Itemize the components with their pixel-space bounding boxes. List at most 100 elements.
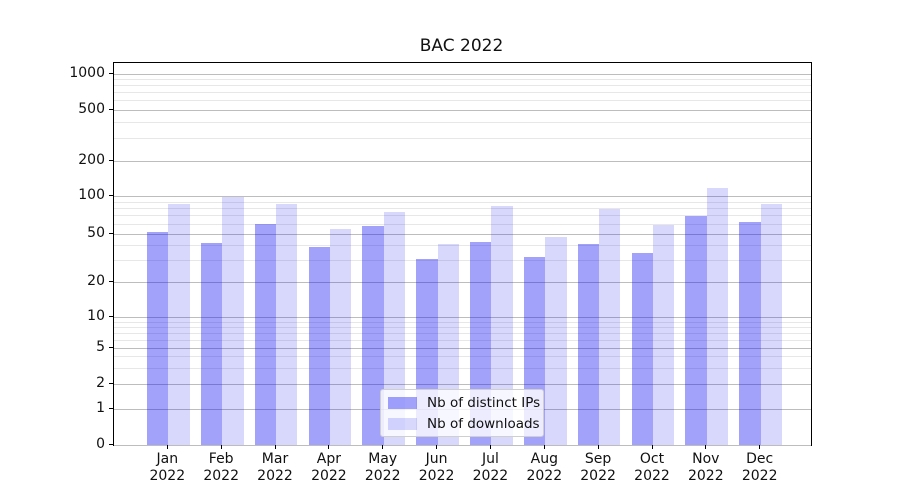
x-tick-month: May bbox=[368, 451, 398, 467]
y-tick-label: 500 bbox=[78, 101, 105, 117]
bar-downloads bbox=[545, 237, 567, 446]
minor-gridline bbox=[114, 201, 811, 203]
major-gridline bbox=[114, 383, 811, 385]
x-tick-label: Jul 2022 bbox=[460, 451, 520, 485]
minor-gridline bbox=[114, 321, 811, 323]
bar-distinct-ips bbox=[200, 243, 223, 446]
x-tick-mark bbox=[597, 445, 599, 449]
minor-gridline bbox=[114, 100, 811, 102]
major-gridline bbox=[114, 110, 811, 111]
x-tick-month: Mar bbox=[261, 451, 289, 467]
x-tick-month: Nov bbox=[692, 451, 720, 467]
y-tick-label: 2 bbox=[96, 374, 105, 391]
bar-downloads bbox=[168, 204, 190, 446]
x-tick-label: Nov 2022 bbox=[676, 451, 736, 485]
x-tick-mark bbox=[220, 445, 222, 449]
x-tick-label: Aug 2022 bbox=[514, 451, 574, 485]
x-tick-mark bbox=[543, 445, 545, 449]
x-tick-label: Oct 2022 bbox=[622, 451, 682, 485]
minor-gridline bbox=[114, 79, 811, 80]
y-tick-label: 1000 bbox=[69, 64, 105, 81]
x-tick-year: 2022 bbox=[149, 468, 186, 484]
y-tick-label: 5 bbox=[96, 338, 105, 355]
x-tick-label: Jun 2022 bbox=[407, 451, 467, 485]
x-tick-mark bbox=[759, 445, 761, 449]
x-tick-year: 2022 bbox=[364, 468, 401, 484]
y-tick-mark bbox=[109, 109, 113, 110]
y-tick-label: 50 bbox=[87, 224, 105, 241]
y-tick-mark bbox=[109, 159, 113, 161]
x-tick-mark bbox=[489, 445, 491, 449]
major-gridline bbox=[114, 317, 811, 319]
x-tick-mark bbox=[328, 445, 330, 449]
x-tick-mark bbox=[382, 445, 384, 449]
major-gridline bbox=[114, 73, 811, 75]
x-tick-mark bbox=[274, 445, 276, 449]
bar-downloads bbox=[329, 228, 352, 446]
minor-gridline bbox=[114, 215, 811, 217]
legend-label: Nb of downloads bbox=[427, 415, 540, 432]
x-tick-month: Apr bbox=[316, 451, 341, 467]
x-tick-year: 2022 bbox=[472, 468, 509, 484]
bar-downloads bbox=[491, 206, 513, 446]
x-tick-month: Jun bbox=[425, 451, 448, 467]
x-tick-label: Feb 2022 bbox=[191, 451, 251, 485]
bar-distinct-ips bbox=[308, 247, 330, 446]
major-gridline bbox=[114, 233, 811, 235]
y-tick-mark bbox=[109, 316, 113, 318]
x-tick-month: Feb bbox=[208, 451, 234, 467]
bar-downloads bbox=[599, 209, 621, 446]
x-tick-mark bbox=[705, 445, 707, 449]
legend-row: Nb of distinct IPs bbox=[388, 395, 543, 411]
y-tick-mark bbox=[109, 407, 113, 409]
x-tick-year: 2022 bbox=[257, 468, 293, 484]
minor-gridline bbox=[114, 332, 811, 334]
bar-distinct-ips bbox=[254, 224, 276, 446]
bar-distinct-ips bbox=[631, 252, 653, 446]
x-tick-label: Mar 2022 bbox=[245, 451, 305, 485]
x-tick-label: May 2022 bbox=[353, 451, 413, 485]
y-tick-label: 100 bbox=[78, 187, 105, 204]
major-gridline bbox=[114, 281, 811, 283]
minor-gridline bbox=[114, 245, 811, 247]
x-tick-mark bbox=[651, 445, 653, 449]
major-gridline bbox=[114, 196, 811, 198]
y-tick-label: 0 bbox=[96, 435, 105, 452]
legend-swatch-downloads bbox=[388, 417, 417, 430]
x-tick-year: 2022 bbox=[418, 468, 455, 484]
x-tick-month: Oct bbox=[639, 451, 665, 467]
minor-gridline bbox=[114, 208, 811, 210]
bar-downloads bbox=[222, 196, 244, 446]
minor-gridline bbox=[114, 260, 811, 262]
x-tick-month: Sep bbox=[584, 451, 612, 467]
y-tick-label: 200 bbox=[78, 151, 105, 168]
plot-area bbox=[113, 62, 812, 446]
major-gridline bbox=[114, 347, 811, 349]
x-tick-month: Jan bbox=[156, 451, 179, 467]
chart-title: BAC 2022 bbox=[419, 36, 504, 56]
major-gridline bbox=[114, 444, 811, 446]
minor-gridline bbox=[114, 367, 811, 369]
minor-gridline bbox=[114, 356, 811, 358]
x-tick-label: Jan 2022 bbox=[137, 451, 197, 485]
x-tick-year: 2022 bbox=[580, 468, 616, 484]
x-tick-label: Sep 2022 bbox=[568, 451, 628, 485]
x-tick-label: Dec 2022 bbox=[730, 451, 790, 485]
bar-downloads bbox=[706, 188, 729, 446]
x-tick-mark bbox=[166, 445, 168, 449]
y-tick-mark bbox=[109, 232, 113, 234]
x-tick-year: 2022 bbox=[634, 468, 670, 484]
y-tick-label: 1 bbox=[96, 399, 105, 416]
y-tick-mark bbox=[109, 72, 113, 74]
y-tick-mark bbox=[109, 195, 113, 197]
bar-downloads bbox=[276, 203, 298, 446]
minor-gridline bbox=[114, 122, 811, 124]
bar-distinct-ips bbox=[685, 215, 707, 446]
bar-distinct-ips bbox=[146, 231, 169, 446]
bar-distinct-ips bbox=[577, 244, 600, 446]
x-tick-year: 2022 bbox=[687, 468, 724, 484]
minor-gridline bbox=[114, 138, 811, 140]
bar-downloads bbox=[653, 225, 675, 446]
y-tick-mark bbox=[109, 280, 113, 282]
